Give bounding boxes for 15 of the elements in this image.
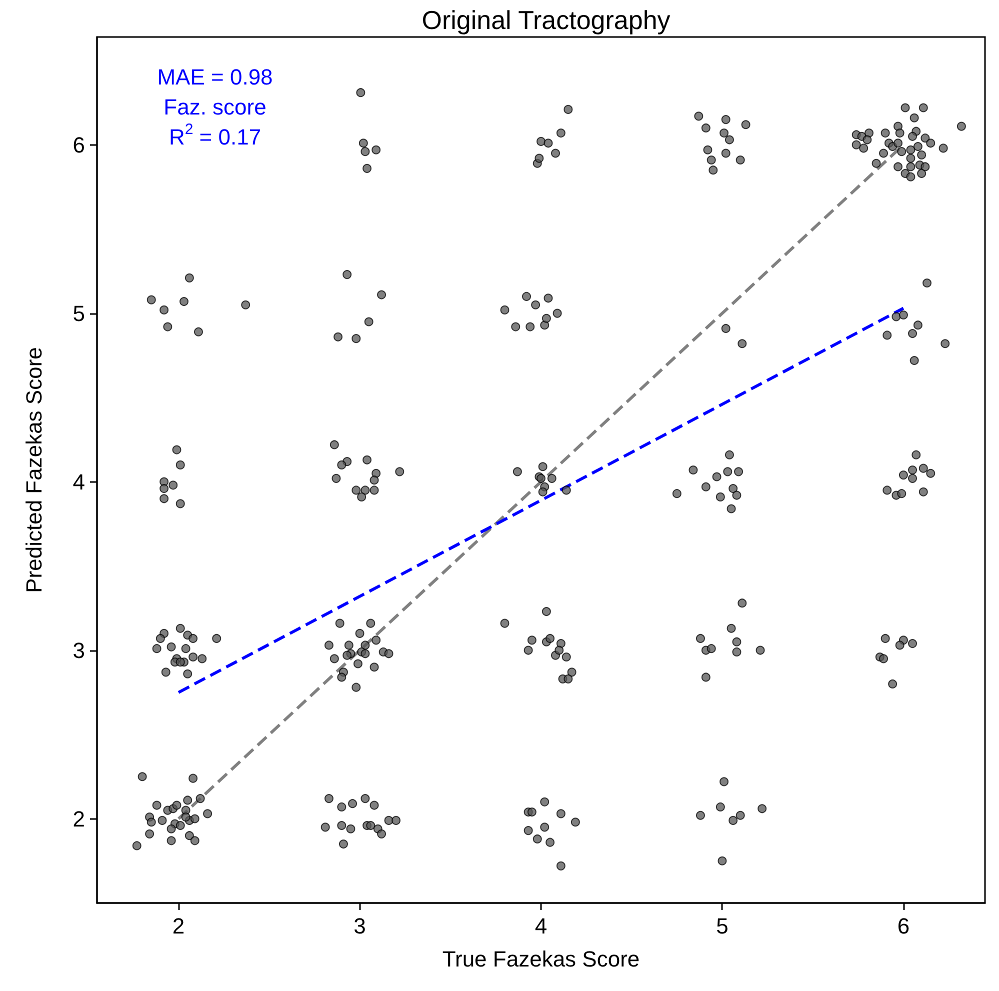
y-tick-label: 4: [72, 469, 85, 494]
x-tick-label: 6: [897, 914, 910, 938]
x-tick-label: 5: [716, 914, 728, 938]
annotation: Faz. score: [164, 94, 266, 120]
x-axis-title: True Fazekas Score: [442, 946, 640, 972]
y-tick-label: 5: [72, 300, 85, 326]
y-axis-title: Predicted Fazekas Score: [22, 347, 46, 593]
y-tick-label: 2: [72, 806, 85, 832]
y-tick-label: 3: [72, 638, 85, 663]
chart-title: Original Tractography: [422, 5, 670, 35]
annotation: MAE = 0.98: [157, 64, 273, 90]
x-tick-label: 3: [354, 914, 366, 938]
x-tick-label: 2: [172, 914, 185, 938]
y-tick-label: 6: [72, 132, 85, 158]
x-tick-label: 4: [534, 914, 548, 938]
